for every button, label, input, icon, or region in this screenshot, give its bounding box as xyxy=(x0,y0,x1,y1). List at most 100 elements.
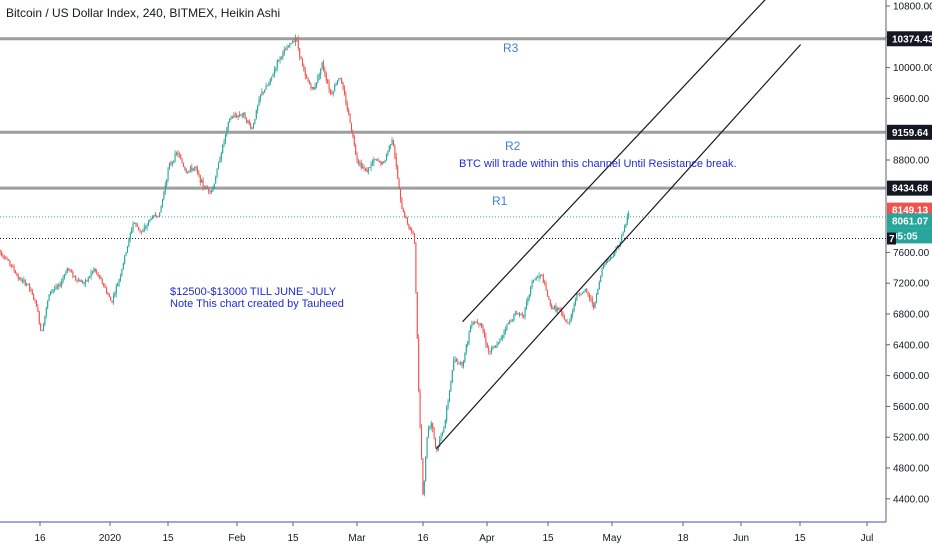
candle-up xyxy=(443,427,445,433)
candle-down xyxy=(566,321,568,323)
candle-down xyxy=(300,56,302,60)
candle-down xyxy=(478,322,480,325)
time-axis[interactable]: 16 2020 15 Feb 15 Mar 16 Apr 15 May 18 Jun 15 Jul xyxy=(34,522,873,544)
price-axis[interactable]: 10800.0010400.0010000.009600.008800.0076… xyxy=(886,2,932,506)
author-note: Note This chart created by Tauheed xyxy=(170,298,344,310)
candle-up xyxy=(447,401,449,408)
candle-down xyxy=(6,258,8,260)
candle-down xyxy=(488,347,490,352)
candle-down xyxy=(203,186,206,189)
candle-down xyxy=(209,190,211,193)
candle-up xyxy=(283,49,285,53)
candle-up xyxy=(528,294,530,298)
candle-down xyxy=(111,300,113,303)
candle-down xyxy=(303,65,305,71)
badge-r1-bg xyxy=(887,180,932,196)
candle-up xyxy=(126,246,129,253)
candle-up xyxy=(189,167,192,171)
candle-up xyxy=(426,437,428,458)
candle-up xyxy=(90,273,92,277)
candle-up xyxy=(121,269,123,276)
candle-up xyxy=(247,120,249,123)
candle-down xyxy=(68,268,70,270)
candle-down xyxy=(327,80,329,84)
candle-up xyxy=(268,83,270,86)
candle-down xyxy=(304,70,306,76)
candle-up xyxy=(574,300,577,305)
candle-up xyxy=(266,85,269,87)
candle-down xyxy=(476,321,479,323)
candle-up xyxy=(66,268,68,274)
candle-up xyxy=(611,256,613,258)
candle-up xyxy=(65,273,67,275)
candle-up xyxy=(527,297,529,303)
candle-up xyxy=(594,301,596,308)
candle-down xyxy=(377,159,379,162)
candle-up xyxy=(376,159,378,161)
candle-down xyxy=(489,351,491,353)
candle-up xyxy=(601,268,603,276)
candle-down xyxy=(76,279,78,282)
candle-down xyxy=(541,274,543,276)
candle-down xyxy=(299,48,301,57)
badge-r3-bg xyxy=(887,31,932,47)
candle-down xyxy=(395,157,397,167)
candle-up xyxy=(237,115,239,118)
time-tick-label: 15 xyxy=(542,533,554,544)
candle-down xyxy=(307,78,309,82)
candle-up xyxy=(83,282,85,284)
candle-up xyxy=(468,332,470,342)
candle-up xyxy=(224,134,227,142)
candle-up xyxy=(430,423,432,428)
candle-up xyxy=(338,78,340,81)
channel-annotation: BTC will trade within this channel Until… xyxy=(459,158,737,170)
candle-down xyxy=(607,260,609,262)
candle-up xyxy=(444,420,446,428)
candle-up xyxy=(226,128,228,135)
candle-up xyxy=(77,280,80,282)
candle-down xyxy=(590,298,592,300)
candle-up xyxy=(423,481,425,495)
candle-down xyxy=(482,327,484,332)
candle-down xyxy=(236,116,238,118)
candle-down xyxy=(301,59,304,66)
candle-down xyxy=(70,270,73,272)
candle-up xyxy=(261,91,263,95)
candle-down xyxy=(41,330,43,332)
candle-down xyxy=(579,294,581,296)
candle-down xyxy=(412,231,414,234)
candle-down xyxy=(369,167,371,169)
candle-up xyxy=(166,179,168,186)
channel xyxy=(435,0,802,450)
candle-up xyxy=(490,348,493,353)
candle-up xyxy=(241,114,243,116)
candle-up xyxy=(149,219,151,222)
candle-down xyxy=(348,109,350,114)
candle-up xyxy=(569,320,571,324)
candle-up xyxy=(153,215,155,217)
candle-up xyxy=(251,128,253,130)
candle-up xyxy=(220,153,222,161)
candle-down xyxy=(401,198,403,209)
candle-down xyxy=(110,297,112,301)
candle-down xyxy=(380,161,382,165)
candle-up xyxy=(273,69,276,75)
candle-down xyxy=(545,283,547,291)
candle-down xyxy=(240,115,242,117)
candle-up xyxy=(27,283,29,285)
candle-down xyxy=(13,266,15,271)
candle-down xyxy=(433,428,435,438)
candle-up xyxy=(623,226,626,233)
candle-up xyxy=(163,191,165,200)
candle-down xyxy=(558,308,560,310)
candle-down xyxy=(31,290,33,295)
candle-up xyxy=(502,335,504,338)
candle-down xyxy=(10,264,12,266)
candle-down xyxy=(297,40,299,49)
candle-up xyxy=(454,359,456,362)
candle-up xyxy=(475,321,477,323)
candle-down xyxy=(306,75,308,79)
candle-down xyxy=(0,250,1,253)
candle-down xyxy=(546,290,549,297)
